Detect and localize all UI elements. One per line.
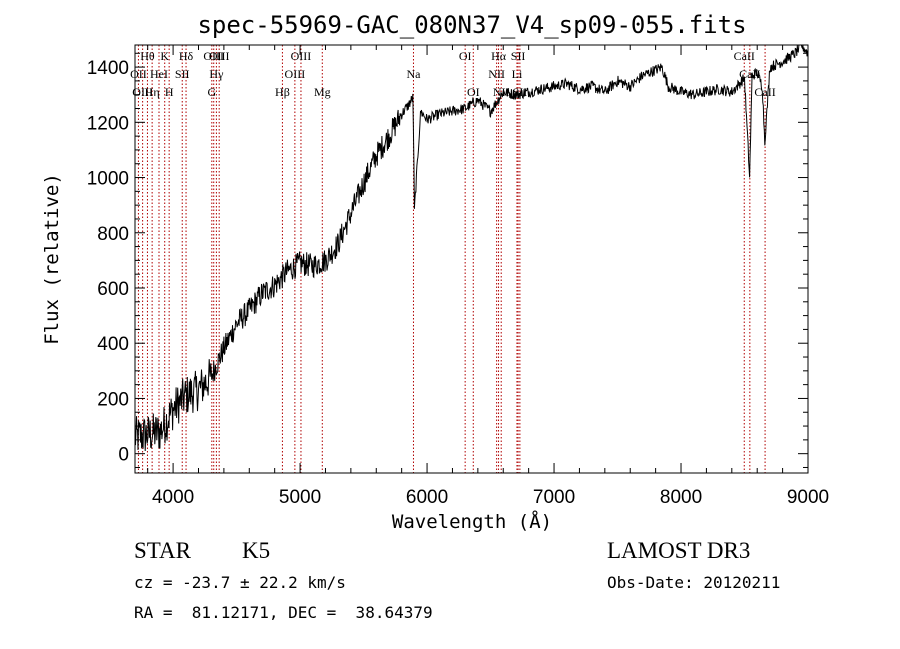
marker-label-13: Hβ	[275, 85, 290, 99]
x-tick-label: 4000	[152, 487, 194, 508]
marker-label-21: Hα	[491, 49, 507, 63]
marker-label-15: OIII	[291, 49, 312, 63]
y-tick-label: 1000	[87, 169, 129, 190]
marker-label-11: Hγ	[209, 67, 224, 81]
x-tick-label: 6000	[406, 487, 448, 508]
y-tick-label: 1200	[87, 113, 129, 134]
marker-label-16: Mg	[314, 85, 331, 99]
marker-label-14: OIII	[285, 67, 306, 81]
object-class: STAR	[134, 538, 191, 563]
chart-title: spec-55969-GAC_080N37_V4_sp09-055.fits	[197, 11, 746, 39]
y-axis-label: Flux (relative)	[41, 173, 63, 345]
marker-label-20: NII	[488, 67, 505, 81]
marker-label-6: H	[165, 85, 174, 99]
marker-label-25: SII	[513, 85, 528, 99]
obs-date: Obs-Date: 20120211	[607, 573, 781, 592]
marker-label-19: OI	[467, 85, 480, 99]
x-tick-label: 9000	[787, 487, 829, 508]
marker-label-7: SII	[175, 67, 190, 81]
object-subclass: K5	[242, 538, 271, 563]
y-axis-ticks: 0 200 400 600 800 1000 1200 1400	[87, 52, 808, 468]
survey-name: LAMOST DR3	[607, 538, 751, 563]
marker-label-27: CaII	[739, 67, 760, 81]
marker-label-5: K	[160, 49, 169, 63]
marker-label-10: OIII	[203, 49, 224, 63]
marker-label-24: Li	[512, 67, 523, 81]
marker-label-9: G	[207, 85, 216, 99]
spectrum-line	[134, 44, 809, 452]
x-tick-label: 8000	[660, 487, 702, 508]
marker-label-18: OI	[459, 49, 472, 63]
marker-label-0: OII	[130, 67, 147, 81]
x-tick-label: 7000	[533, 487, 575, 508]
redshift-text: cz = -23.7 ± 22.2 km/s	[134, 573, 346, 592]
spectral-line-labels: OIIHθOIIIHηHeIKHSIIHδGOIIIHγOIIIHβOIIIOI…	[130, 49, 776, 99]
plot-frame	[134, 44, 809, 474]
spectral-line-markers	[137, 45, 766, 473]
marker-label-4: HeI	[150, 67, 168, 81]
y-tick-label: 0	[118, 445, 129, 466]
coordinates: RA = 81.12171, DEC = 38.64379	[134, 603, 433, 622]
x-axis-label: Wavelength (Å)	[392, 510, 552, 533]
axes	[134, 44, 809, 474]
marker-label-22: NII	[493, 85, 510, 99]
marker-label-3: Hη	[145, 85, 160, 99]
marker-label-17: Na	[406, 67, 421, 81]
marker-label-12: OIII	[209, 49, 230, 63]
y-tick-label: 600	[97, 279, 129, 300]
marker-label-28: CaII	[754, 85, 775, 99]
spectrum-series	[134, 44, 809, 452]
y-tick-label: 400	[97, 334, 129, 355]
y-tick-label: 200	[97, 389, 129, 410]
marker-label-26: CaII	[734, 49, 755, 63]
x-axis-ticks: 4000 5000 6000 7000 8000 9000	[147, 45, 829, 508]
y-tick-label: 800	[97, 224, 129, 245]
x-tick-label: 5000	[279, 487, 321, 508]
marker-label-2: OIII	[132, 85, 153, 99]
marker-label-1: Hθ	[140, 49, 155, 63]
marker-label-8: Hδ	[179, 49, 194, 63]
marker-label-23: SII	[511, 49, 526, 63]
y-tick-label: 1400	[87, 58, 129, 79]
